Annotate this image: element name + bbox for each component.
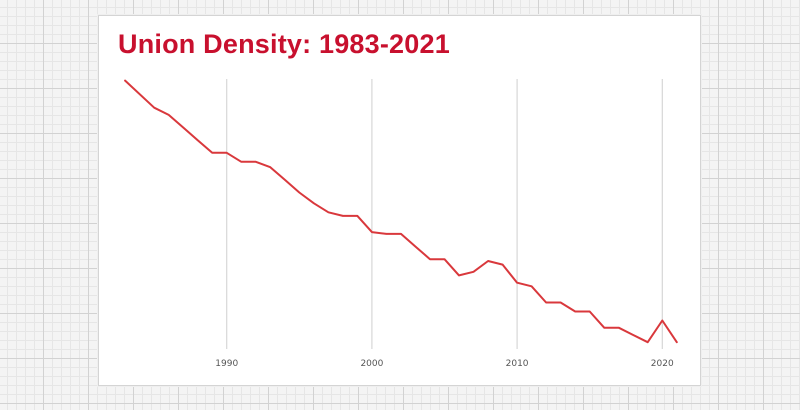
x-tick-label-2000: 2000 bbox=[360, 359, 383, 369]
x-tick-label-1990: 1990 bbox=[215, 359, 238, 369]
chart-panel: Union Density: 1983-2021 1990 2000 2010 202… bbox=[98, 15, 701, 386]
chart-title: Union Density: 1983-2021 bbox=[118, 29, 450, 59]
x-tick-label-2020: 2020 bbox=[651, 359, 674, 369]
x-tick-label-2010: 2010 bbox=[506, 359, 529, 369]
series-line-0 bbox=[124, 79, 678, 344]
line-chart: 1990 2000 2010 2020 bbox=[124, 79, 678, 369]
